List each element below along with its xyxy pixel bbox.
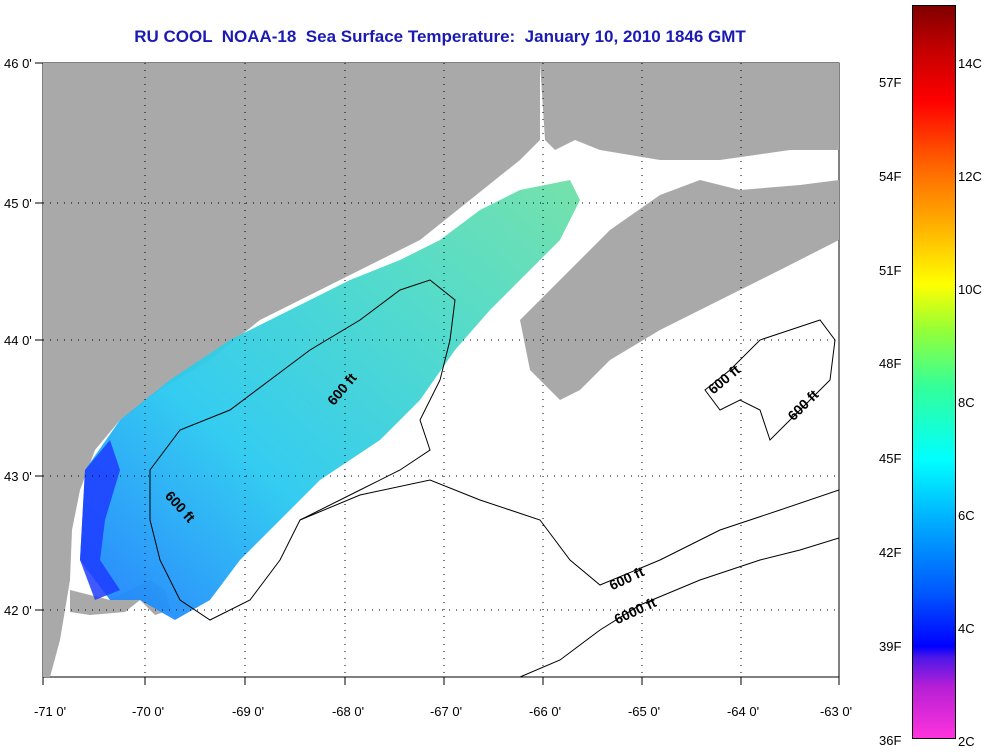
lon-label: -66 0' [528,704,562,719]
lat-label: 43 0' [4,469,32,484]
land-maine [43,63,540,677]
lat-label: 44 0' [4,333,32,348]
colorbar-f-label: 36F [879,733,902,748]
colorbar-c-label: 8C [958,395,975,410]
colorbar-f-label: 39F [879,639,902,654]
contour-6000 [519,537,839,677]
colorbar-f-label: 57F [879,75,902,90]
lon-label: -64 0' [726,704,760,719]
sst-coastal-cold [80,440,120,600]
map-title: RU COOL NOAA-18 Sea Surface Temperature:… [134,27,746,46]
lon-label: -67 0' [429,704,463,719]
temperature-colorbar [912,5,956,739]
lat-label: 45 0' [4,196,32,211]
colorbar-f-label: 42F [879,545,902,560]
lat-label: 42 0' [4,603,32,618]
lon-label: -65 0' [627,704,661,719]
lon-label: -69 0' [231,704,265,719]
colorbar-c-label: 6C [958,508,975,523]
contour-600-gulf [149,279,456,621]
contour-600-east [704,319,836,441]
lat-label: 46 0' [4,56,32,71]
lon-label: -71 0' [33,704,67,719]
colorbar-f-label: 51F [879,263,902,278]
colorbar-f-label: 54F [879,169,902,184]
sst-field [80,180,580,620]
colorbar-c-label: 4C [958,621,975,636]
colorbar-c-label: 12C [958,169,982,184]
lon-label: -70 0' [131,704,165,719]
land-nova-scotia [520,180,839,400]
lon-label: -68 0' [331,704,365,719]
lon-label: -63 0' [819,704,853,719]
land-new-brunswick [540,63,839,160]
colorbar-c-label: 14C [958,56,982,71]
contour-600-shelf [299,479,839,586]
colorbar-c-label: 10C [958,282,982,297]
colorbar-c-label: 2C [958,734,975,749]
colorbar-f-label: 45F [879,451,902,466]
colorbar-f-label: 48F [879,356,902,371]
